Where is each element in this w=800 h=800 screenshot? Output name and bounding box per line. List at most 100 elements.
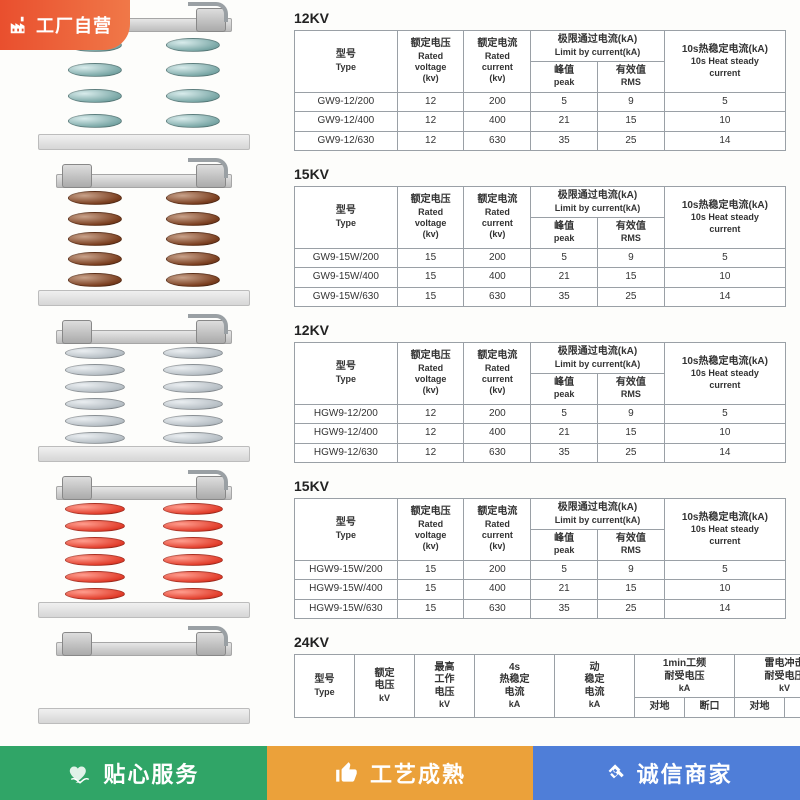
- cell-p: 5: [531, 248, 598, 268]
- th-1min-pf: 1min工频 耐受电压 kA: [635, 655, 735, 698]
- section-title: 15KV: [294, 166, 786, 182]
- cell-h: 5: [664, 248, 785, 268]
- th-heat: 10s热稳定电流(kA)10s Heat steadycurrent: [664, 499, 785, 561]
- spec-table: 型号Type额定电压Ratedvoltage(kv)额定电流Ratedcurre…: [294, 186, 786, 307]
- cell-c: 200: [464, 404, 531, 424]
- cell-type: GW9-12/200: [295, 92, 398, 112]
- product-image: [14, 476, 274, 622]
- cell-type: GW9-15W/630: [295, 287, 398, 307]
- cell-h: 5: [664, 92, 785, 112]
- th-type: 型号Type: [295, 343, 398, 405]
- cell-r: 25: [598, 287, 665, 307]
- factory-badge-text: 工厂自营: [36, 12, 112, 38]
- thumbs-up-icon: [334, 760, 360, 786]
- handshake-icon: [601, 760, 627, 786]
- cell-r: 25: [598, 599, 665, 619]
- cell-r: 15: [598, 112, 665, 132]
- cell-p: 21: [531, 268, 598, 288]
- th-heat: 10s热稳定电流(kA)10s Heat steadycurrent: [664, 31, 785, 93]
- cell-p: 35: [531, 287, 598, 307]
- cell-c: 400: [464, 580, 531, 600]
- th-peak: 峰值peak: [531, 217, 598, 248]
- cell-p: 5: [531, 560, 598, 580]
- th-lightning: 雷电冲击 耐受电压 kV: [735, 655, 800, 698]
- cell-v: 15: [397, 560, 464, 580]
- cell-h: 10: [664, 268, 785, 288]
- spec-section: 15KV 型号Type额定电压Ratedvoltage(kv)额定电流Ratedc…: [14, 476, 786, 622]
- th-heat: 10s热稳定电流(kA)10s Heat steadycurrent: [664, 187, 785, 249]
- cell-v: 12: [397, 424, 464, 444]
- th-rated-voltage: 额定 电压 kV: [355, 655, 415, 718]
- spec-section: 15KV 型号Type额定电压Ratedvoltage(kv)额定电流Ratedc…: [14, 164, 786, 310]
- th-voltage: 额定电压Ratedvoltage(kv): [397, 499, 464, 561]
- cell-h: 10: [664, 424, 785, 444]
- spec-table: 型号Type额定电压Ratedvoltage(kv)额定电流Ratedcurre…: [294, 30, 786, 151]
- th-type: 型号Type: [295, 187, 398, 249]
- th-voltage: 额定电压Ratedvoltage(kv): [397, 187, 464, 249]
- th-voltage: 额定电压Ratedvoltage(kv): [397, 343, 464, 405]
- product-image: [14, 320, 274, 466]
- cell-v: 15: [397, 580, 464, 600]
- factory-badge: 工厂自营: [0, 0, 130, 50]
- cell-r: 9: [598, 560, 665, 580]
- product-image-24kv: [14, 632, 274, 728]
- footer-text: 工艺成熟: [370, 757, 466, 789]
- th-rms: 有效值RMS: [598, 61, 665, 92]
- th-pf-break: 断口: [685, 698, 735, 718]
- cell-c: 630: [464, 287, 531, 307]
- footer-text: 贴心服务: [103, 757, 199, 789]
- cell-h: 14: [664, 443, 785, 463]
- th-lt-break: 断口: [785, 698, 800, 718]
- cell-p: 35: [531, 443, 598, 463]
- th-current: 额定电流Ratedcurrent(kv): [464, 31, 531, 93]
- cell-c: 400: [464, 424, 531, 444]
- spec-section: 12KV型号Type额定电压Ratedvoltage(kv)额定电流Ratedc…: [14, 8, 786, 154]
- cell-p: 5: [531, 404, 598, 424]
- cell-type: HGW9-12/200: [295, 404, 398, 424]
- cell-type: GW9-12/400: [295, 112, 398, 132]
- th-limit: 极限通过电流(kA)Limit by current(kA): [531, 499, 665, 530]
- cell-v: 12: [397, 131, 464, 151]
- th-voltage: 额定电压Ratedvoltage(kv): [397, 31, 464, 93]
- table-row: GW9-12/40012400211510: [295, 112, 786, 132]
- cell-c: 630: [464, 443, 531, 463]
- factory-icon: [8, 14, 30, 36]
- cell-p: 21: [531, 424, 598, 444]
- th-type: 型号Type: [295, 31, 398, 93]
- th-rms: 有效值RMS: [598, 373, 665, 404]
- table-row: HGW9-12/40012400211510: [295, 424, 786, 444]
- cell-type: GW9-15W/400: [295, 268, 398, 288]
- th-limit: 极限通过电流(kA)Limit by current(kA): [531, 343, 665, 374]
- heart-hands-icon: [67, 760, 93, 786]
- th-rms: 有效值RMS: [598, 217, 665, 248]
- spec-table: 型号Type额定电压Ratedvoltage(kv)额定电流Ratedcurre…: [294, 498, 786, 619]
- table-row: GW9-15W/40015400211510: [295, 268, 786, 288]
- section-title: 24KV: [294, 634, 800, 650]
- cell-v: 15: [397, 268, 464, 288]
- footer-text: 诚信商家: [637, 757, 733, 789]
- th-4s-heat: 4s 热稳定 电流 kA: [475, 655, 555, 718]
- table-row: GW9-15W/63015630352514: [295, 287, 786, 307]
- th-limit: 极限通过电流(kA)Limit by current(kA): [531, 187, 665, 218]
- cell-v: 15: [397, 248, 464, 268]
- cell-type: HGW9-15W/200: [295, 560, 398, 580]
- cell-h: 14: [664, 287, 785, 307]
- cell-c: 630: [464, 131, 531, 151]
- th-type: 型号Type: [295, 499, 398, 561]
- spec-table-24kv: 型号 Type 额定 电压 kV 最高 工作 电压 kV: [294, 654, 800, 718]
- cell-h: 10: [664, 580, 785, 600]
- cell-r: 25: [598, 443, 665, 463]
- table-row: HGW9-12/63012630352514: [295, 443, 786, 463]
- table-row: GW9-15W/20015200595: [295, 248, 786, 268]
- section-title: 15KV: [294, 478, 786, 494]
- table-row: HGW9-15W/63015630352514: [295, 599, 786, 619]
- th-rms: 有效值RMS: [598, 529, 665, 560]
- th-peak: 峰值peak: [531, 373, 598, 404]
- cell-type: HGW9-12/630: [295, 443, 398, 463]
- footer-integrity: 诚信商家: [533, 746, 800, 800]
- cell-v: 12: [397, 92, 464, 112]
- table-row: HGW9-12/20012200595: [295, 404, 786, 424]
- cell-p: 35: [531, 599, 598, 619]
- cell-type: HGW9-12/400: [295, 424, 398, 444]
- cell-r: 9: [598, 404, 665, 424]
